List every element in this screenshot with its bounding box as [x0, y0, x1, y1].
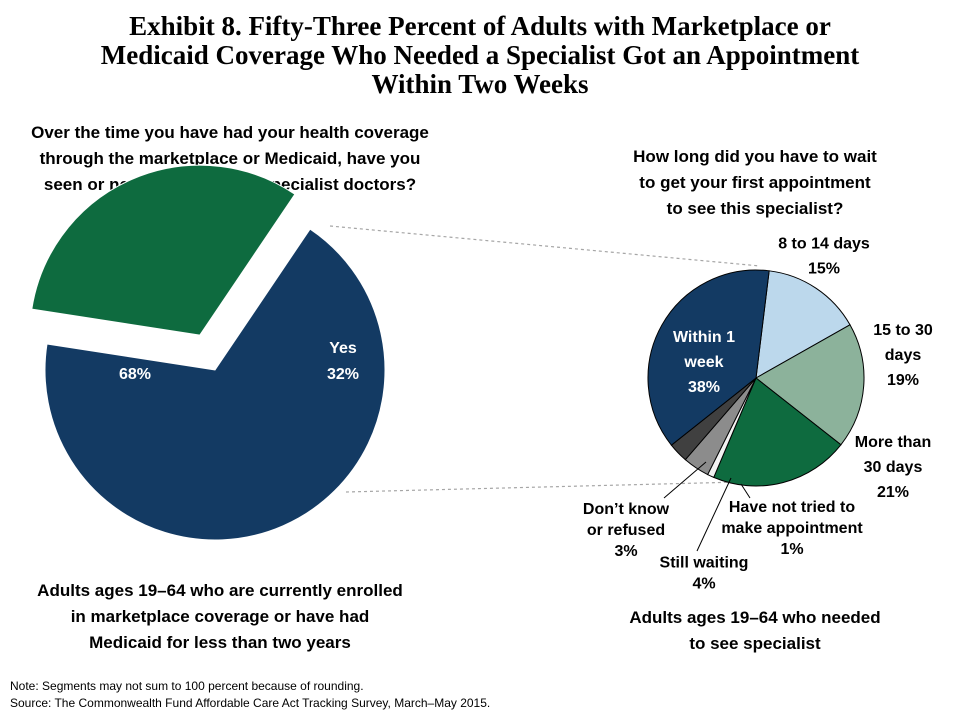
- left-question-line-1: Over the time you have had your health c…: [31, 123, 429, 142]
- label-within-1-week-line: Within 1: [673, 329, 735, 346]
- leader-dont-know: [663, 461, 707, 499]
- pie-wait-time: [647, 269, 865, 487]
- slice-more-than-30-days: [713, 377, 842, 487]
- label-15-to-30-days-line: 19%: [887, 372, 919, 389]
- label-dont-know-or-refused-line: Don’t know: [583, 501, 670, 518]
- slice-yes: [31, 164, 296, 336]
- slice-8-to-14-days: [755, 270, 851, 379]
- leader-still-waiting: [696, 477, 732, 552]
- slice-15-to-30-days: [755, 324, 865, 446]
- right-pie-caption: Adults ages 19–64 who needed to see spec…: [600, 605, 910, 657]
- label-still-waiting-line: Still waiting: [660, 555, 749, 572]
- label-no-line: 68%: [119, 366, 151, 383]
- connector-top: [329, 225, 761, 267]
- right-question-line-3: to see this specialist?: [666, 199, 844, 218]
- label-dont-know-or-refused-line: or refused: [587, 522, 665, 539]
- left-pie-caption: Adults ages 19–64 who are currently enro…: [0, 578, 440, 656]
- label-no-line: No: [124, 340, 146, 357]
- label-have-not-tried-to-make-appointment-line: 1%: [780, 541, 803, 558]
- pie-labels: No 68% Yes 32% 8 to 14 days 15% 15 to 30 days 19…: [119, 236, 933, 593]
- label-more-than-30-days-line: 30 days: [864, 459, 923, 476]
- label-no: No 68%: [119, 340, 151, 383]
- label-more-than-30-days: More than 30 days 21%: [855, 434, 931, 501]
- label-15-to-30-days: 15 to 30 days 19%: [873, 322, 933, 389]
- leader-not-tried: [740, 483, 751, 499]
- footnote-note: Note: Segments may not sum to 100 percen…: [10, 679, 364, 693]
- label-within-1-week-line: week: [683, 354, 723, 371]
- label-within-1-week-line: 38%: [688, 379, 720, 396]
- label-8-to-14-days-line: 8 to 14 days: [778, 236, 870, 253]
- footnote-source: Source: The Commonwealth Fund Affordable…: [10, 696, 491, 710]
- title-line-3: Within Two Weeks: [371, 69, 589, 99]
- title-line-2: Medicaid Coverage Who Needed a Specialis…: [100, 40, 860, 70]
- label-dont-know-or-refused-line: 3%: [614, 543, 637, 560]
- label-dont-know-or-refused: Don’t know or refused 3%: [583, 501, 670, 560]
- label-more-than-30-days-line: 21%: [877, 484, 909, 501]
- label-15-to-30-days-line: 15 to 30: [873, 322, 933, 339]
- label-yes-line: Yes: [329, 340, 357, 357]
- slice-within-1-week: [647, 269, 770, 446]
- right-question-line-1: How long did you have to wait: [633, 147, 877, 166]
- left-caption-line-3: Medicaid for less than two years: [89, 633, 351, 652]
- label-yes-line: 32%: [327, 366, 359, 383]
- exhibit-title: Exhibit 8. Fifty-Three Percent of Adults…: [0, 12, 960, 99]
- right-caption-line-2: to see specialist: [689, 634, 821, 653]
- label-more-than-30-days-line: More than: [855, 434, 931, 451]
- label-have-not-tried-to-make-appointment-line: Have not tried to: [729, 499, 855, 516]
- right-question-line-2: to get your first appointment: [639, 173, 871, 192]
- left-question-line-2: through the marketplace or Medicaid, hav…: [39, 149, 421, 168]
- right-caption-line-1: Adults ages 19–64 who needed: [629, 608, 881, 627]
- label-within-1-week: Within 1 week 38%: [673, 329, 735, 396]
- label-8-to-14-days: 8 to 14 days 15%: [778, 236, 870, 278]
- label-still-waiting: Still waiting 4%: [660, 555, 749, 593]
- footnote: Note: Segments may not sum to 100 percen…: [10, 678, 490, 712]
- label-8-to-14-days-line: 15%: [808, 261, 840, 278]
- slice-no: [44, 228, 386, 541]
- label-15-to-30-days-line: days: [885, 347, 922, 364]
- label-have-not-tried-to-make-appointment: Have not tried to make appointment 1%: [721, 499, 863, 558]
- label-yes: Yes 32%: [327, 340, 359, 383]
- left-caption-line-2: in marketplace coverage or have had: [70, 607, 370, 626]
- right-pie-question: How long did you have to wait to get you…: [600, 144, 910, 222]
- pie-specialist-need: [31, 164, 386, 541]
- left-caption-line-1: Adults ages 19–64 who are currently enro…: [37, 581, 403, 600]
- title-line-1: Exhibit 8. Fifty-Three Percent of Adults…: [129, 11, 831, 41]
- label-still-waiting-line: 4%: [692, 576, 715, 593]
- label-have-not-tried-to-make-appointment-line: make appointment: [721, 520, 863, 537]
